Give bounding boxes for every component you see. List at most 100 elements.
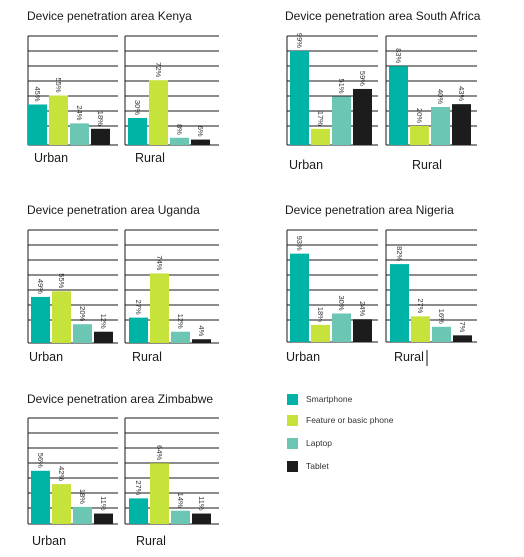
bar-smartphone xyxy=(31,470,50,524)
bar-smartphone xyxy=(129,498,148,524)
data-label: 20% xyxy=(415,108,424,123)
bar-feature-phone xyxy=(311,324,330,342)
bar-group: 56% 42% 18% 11% Urban xyxy=(27,417,118,548)
data-label: 24% xyxy=(358,301,367,316)
bar-feature-phone xyxy=(149,80,168,145)
chart-title: Device penetration area Zimbabwe xyxy=(27,392,213,406)
bar-smartphone xyxy=(290,253,309,342)
data-label: 20% xyxy=(78,306,87,321)
data-label: 27% xyxy=(416,298,425,313)
bar-feature-phone xyxy=(49,95,68,145)
bar-laptop xyxy=(431,107,450,145)
legend-swatch-feature-phone xyxy=(287,415,298,426)
bar-laptop xyxy=(332,313,351,342)
data-label: 12% xyxy=(176,314,185,329)
bar-tablet xyxy=(94,513,113,524)
bar-feature-phone xyxy=(150,273,169,343)
data-label: 24% xyxy=(75,105,84,120)
category-label: Urban xyxy=(289,158,323,172)
data-label: 51% xyxy=(337,79,346,94)
bar-feature-phone xyxy=(410,126,429,145)
bar-smartphone xyxy=(128,118,147,145)
data-label: 83% xyxy=(394,48,403,63)
bar-feature-phone xyxy=(150,463,169,524)
data-label: 4% xyxy=(197,325,206,336)
data-label: 99% xyxy=(295,33,304,48)
data-label: 40% xyxy=(436,89,445,104)
data-label: 7% xyxy=(458,322,467,333)
category-label: Rural xyxy=(394,350,424,364)
data-label: 18% xyxy=(96,111,105,126)
bar-tablet xyxy=(192,339,211,343)
bar-smartphone xyxy=(390,264,409,342)
bar-tablet xyxy=(353,319,372,342)
bar-laptop xyxy=(171,331,190,343)
legend-label: Smartphone xyxy=(306,394,353,404)
data-label: 42% xyxy=(57,466,66,481)
data-label: 74% xyxy=(155,255,164,270)
bar-tablet xyxy=(91,128,110,145)
data-label: 12% xyxy=(99,314,108,329)
bar-group: 30% 72% 8% 6% Rural xyxy=(124,35,219,165)
data-label: 30% xyxy=(337,295,346,310)
data-label: 72% xyxy=(154,62,163,77)
data-label: 82% xyxy=(395,246,404,261)
bar-tablet xyxy=(452,104,471,145)
legend-label: Tablet xyxy=(306,461,329,471)
chart-title: Device penetration area Nigeria xyxy=(285,203,454,217)
bar-group: 82% 27% 16% 7% Rural xyxy=(385,229,477,364)
category-label: Rural xyxy=(412,158,442,172)
bar-feature-phone xyxy=(52,291,71,343)
category-label: Urban xyxy=(34,151,68,165)
data-label: 11% xyxy=(99,496,108,511)
legend-swatch-laptop xyxy=(287,438,298,449)
bar-group: 27% 74% 12% 4% Rural xyxy=(124,229,219,364)
bar-group: 49% 55% 20% 12% Urban xyxy=(27,229,118,364)
data-label: 93% xyxy=(295,236,304,251)
chart-panel: Device penetration area Nigeria 93% 18% 30%… xyxy=(285,203,477,364)
category-label: Rural xyxy=(136,534,166,548)
data-label: 59% xyxy=(358,71,367,86)
data-label: 17% xyxy=(316,111,325,126)
category-label: Urban xyxy=(32,534,66,548)
category-label: Rural xyxy=(135,151,165,165)
data-label: 55% xyxy=(54,77,63,92)
bar-group: 99% 17% 51% 59% Urban xyxy=(286,33,378,172)
bar-group: 83% 20% 40% 43% Rural xyxy=(385,35,477,172)
chart-panel: Device penetration area Kenya 45% 55% 24% 18… xyxy=(27,9,219,165)
bar-laptop xyxy=(171,510,190,524)
bar-smartphone xyxy=(28,104,47,145)
bar-group: 27% 64% 14% 11% Rural xyxy=(124,417,219,548)
data-label: 14% xyxy=(176,493,185,508)
bar-smartphone xyxy=(31,296,50,343)
chart-panel: Device penetration area South Africa 99% 1… xyxy=(285,9,481,172)
data-label: 27% xyxy=(134,480,143,495)
legend-swatch-tablet xyxy=(287,461,298,472)
data-label: 56% xyxy=(36,453,45,468)
data-label: 64% xyxy=(155,445,164,460)
data-label: 43% xyxy=(457,86,466,101)
bar-feature-phone xyxy=(52,484,71,524)
bar-smartphone xyxy=(389,66,408,145)
bar-laptop xyxy=(73,506,92,524)
legend-label: Feature or basic phone xyxy=(306,415,394,425)
bar-laptop xyxy=(432,326,451,342)
data-label: 8% xyxy=(175,124,184,135)
bar-feature-phone xyxy=(411,316,430,342)
bar-laptop xyxy=(73,324,92,343)
category-label: Urban xyxy=(29,350,63,364)
chart-title: Device penetration area Uganda xyxy=(27,203,200,217)
bar-tablet xyxy=(453,335,472,342)
bar-laptop xyxy=(70,123,89,145)
bar-tablet xyxy=(192,513,211,524)
data-label: 30% xyxy=(133,100,142,115)
legend-label: Laptop xyxy=(306,438,332,448)
data-label: 18% xyxy=(316,307,325,322)
legend: Smartphone Feature or basic phone Laptop Ta… xyxy=(287,394,394,472)
data-label: 27% xyxy=(134,300,143,315)
bar-group: 93% 18% 30% 24% Urban xyxy=(286,229,378,364)
chart-panel: Device penetration area Zimbabwe 56% 42% 18… xyxy=(27,392,219,548)
bar-smartphone xyxy=(129,317,148,343)
bar-tablet xyxy=(191,139,210,145)
